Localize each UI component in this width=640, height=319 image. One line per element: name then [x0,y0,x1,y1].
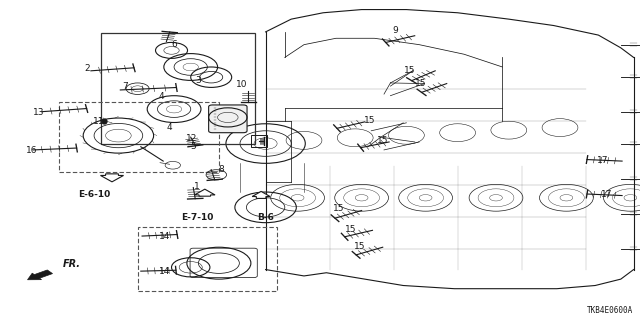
Text: 13: 13 [33,108,44,117]
Text: 17: 17 [601,190,612,199]
Text: E-7-10: E-7-10 [181,213,213,222]
Text: 6: 6 [172,40,177,49]
Text: 15: 15 [377,137,388,145]
Text: 15: 15 [354,242,365,251]
Text: 15: 15 [364,116,376,125]
Text: 15: 15 [333,204,345,213]
Text: 1: 1 [195,182,200,191]
Text: 16: 16 [26,146,38,155]
FancyBboxPatch shape [209,105,247,133]
Text: 14: 14 [159,267,171,276]
Bar [138,227,277,291]
Bar [251,135,267,147]
Text: 4: 4 [159,92,164,101]
Text: 9: 9 [393,26,398,35]
Text: 3: 3 [196,76,201,85]
Text: 15: 15 [345,225,356,234]
Text: 15: 15 [404,66,415,75]
Text: 15: 15 [415,79,427,88]
Text: 8: 8 [218,165,223,174]
Text: FR.: FR. [63,259,81,269]
Text: 5: 5 [191,142,196,151]
FancyArrow shape [195,189,215,196]
Text: 17: 17 [597,156,609,165]
Text: 7: 7 [122,82,127,91]
Text: 10: 10 [236,80,248,89]
FancyArrow shape [252,191,270,198]
Text: TKB4E0600A: TKB4E0600A [588,306,634,315]
Bar [101,33,255,144]
FancyArrow shape [28,270,52,280]
FancyArrow shape [100,174,124,182]
Text: 11: 11 [93,117,105,126]
Text: 2: 2 [84,64,90,73]
Text: 12: 12 [186,134,198,143]
Text: E-6-10: E-6-10 [79,190,111,199]
Text: 4: 4 [167,123,172,132]
Text: B-6: B-6 [257,213,274,222]
Bar [59,102,219,172]
Text: 14: 14 [159,232,171,241]
